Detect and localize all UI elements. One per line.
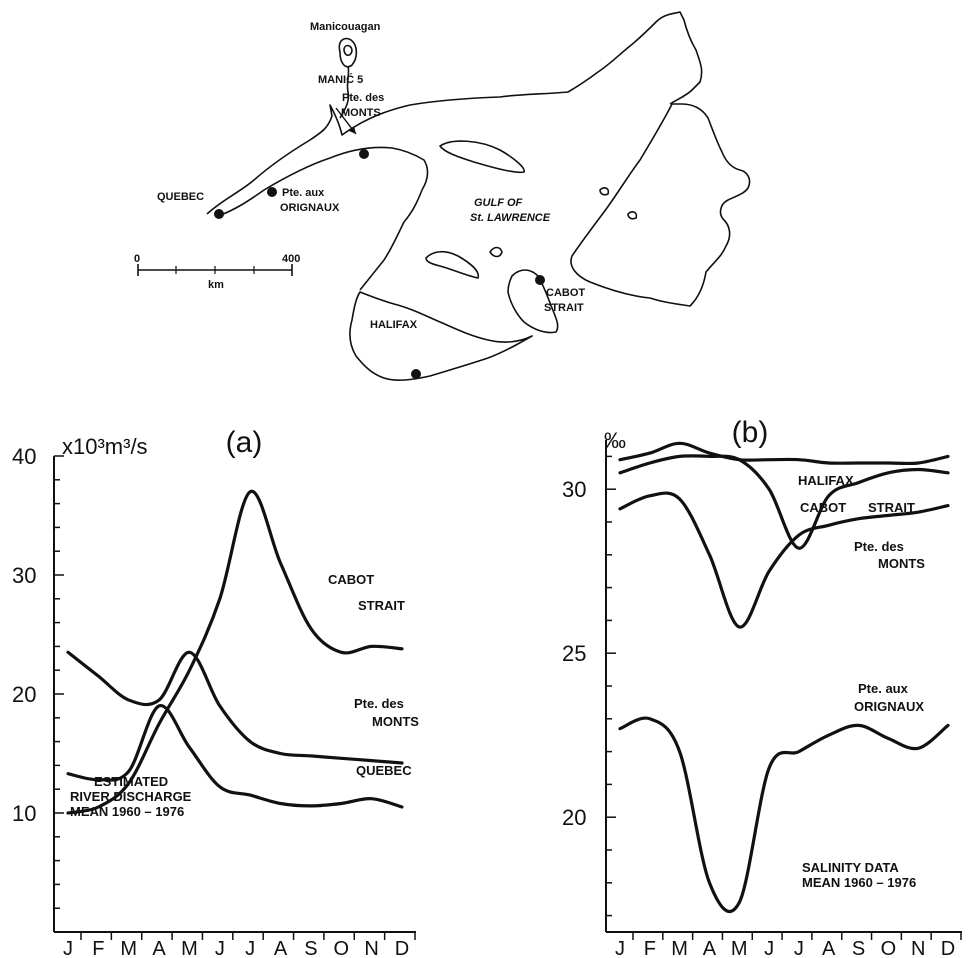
month-label: O xyxy=(333,938,349,958)
pei xyxy=(425,250,480,279)
month-label: A xyxy=(703,938,717,958)
panel-title: (a) xyxy=(226,426,263,459)
series-label-cabot-strait: CABOT xyxy=(800,500,846,515)
month-label: D xyxy=(395,938,409,958)
scale-bar: 0 400 km xyxy=(134,253,300,291)
station-quebec xyxy=(214,209,224,219)
month-label: M xyxy=(120,938,137,958)
series-label-cabot-strait: STRAIT xyxy=(358,598,405,613)
scale-end: 400 xyxy=(282,253,300,265)
series-label-pte-aux-orignaux: Pte. aux xyxy=(858,681,909,696)
label-gulf-2: St. LAWRENCE xyxy=(470,212,551,224)
manicouagan-island xyxy=(343,44,353,57)
month-label: S xyxy=(852,938,865,958)
series-line-cabot-strait xyxy=(618,454,950,550)
annotation-line: ESTIMATED xyxy=(94,774,168,789)
unit-label: ‰ xyxy=(604,428,626,453)
annotation-line: SALINITY DATA xyxy=(802,860,899,875)
series-label-pte-des-monts: MONTS xyxy=(878,556,925,571)
month-label: F xyxy=(644,938,656,958)
station-halifax xyxy=(411,369,421,379)
series-line-halifax xyxy=(618,441,950,466)
scale-start: 0 xyxy=(134,253,140,265)
month-label: F xyxy=(92,938,104,958)
y-tick-label: 20 xyxy=(12,682,36,707)
small-island-2 xyxy=(627,211,638,220)
label-cabot-1: CABOT xyxy=(546,287,585,299)
series-label-quebec: QUEBEC xyxy=(356,763,412,778)
gulf-map: Manicouagan MANIĆ 5 Pte. des MONTS QUEBE… xyxy=(134,11,751,381)
station-pte-aux-orignaux xyxy=(267,187,277,197)
annotation-line: MEAN 1960 – 1976 xyxy=(70,804,184,819)
anticosti-island xyxy=(439,140,525,174)
annotation-line: RIVER DISCHARGE xyxy=(70,789,192,804)
series-line-cabot-strait xyxy=(66,490,404,815)
north-shore xyxy=(206,11,703,215)
label-manicouagan: Manicouagan xyxy=(310,21,381,33)
label-pte-des-monts-1: Pte. des xyxy=(342,92,384,104)
panel-title: (b) xyxy=(732,416,769,449)
south-shore xyxy=(217,146,429,291)
y-tick-label: 30 xyxy=(562,477,586,502)
month-label: J xyxy=(794,938,804,958)
month-label: M xyxy=(181,938,198,958)
newfoundland xyxy=(570,103,751,307)
station-pte-des-monts xyxy=(359,149,369,159)
series-label-cabot-strait: STRAIT xyxy=(868,500,915,515)
series-line-pte-des-monts xyxy=(66,650,404,765)
y-tick-label: 20 xyxy=(562,805,586,830)
label-gulf-1: GULF OF xyxy=(474,197,523,209)
month-label: A xyxy=(822,938,836,958)
month-label: M xyxy=(671,938,688,958)
label-manic5: MANIĆ 5 xyxy=(318,73,363,86)
y-tick-label: 30 xyxy=(12,563,36,588)
month-label: J xyxy=(215,938,225,958)
pte-des-monts-arrowhead xyxy=(349,126,356,134)
unit-label: x10³m³/s xyxy=(62,434,148,459)
month-label: J xyxy=(764,938,774,958)
annotation-line: MEAN 1960 – 1976 xyxy=(802,875,916,890)
month-label: J xyxy=(615,938,625,958)
label-halifax: HALIFAX xyxy=(370,319,418,331)
label-pte-aux-1: Pte. aux xyxy=(282,187,325,199)
series-label-halifax: HALIFAX xyxy=(798,473,854,488)
station-cabot-strait xyxy=(535,275,545,285)
month-label: D xyxy=(941,938,955,958)
series-label-pte-des-monts: MONTS xyxy=(372,714,419,729)
manicouagan-river xyxy=(339,65,350,119)
month-label: O xyxy=(881,938,897,958)
month-label: S xyxy=(304,938,317,958)
series-line-quebec xyxy=(66,704,404,809)
y-tick-label: 40 xyxy=(12,444,36,469)
scale-unit: km xyxy=(208,279,224,291)
label-cabot-2: STRAIT xyxy=(544,302,584,314)
label-pte-aux-2: ORIGNAUX xyxy=(280,202,340,214)
month-label: A xyxy=(152,938,166,958)
manicouagan-reservoir xyxy=(338,37,358,68)
month-label: A xyxy=(274,938,288,958)
nova-scotia xyxy=(349,291,533,381)
month-label: M xyxy=(731,938,748,958)
series-label-pte-des-monts: Pte. des xyxy=(354,696,404,711)
label-pte-des-monts-2: MONTS xyxy=(341,107,381,119)
label-quebec: QUEBEC xyxy=(157,191,204,203)
month-label: N xyxy=(364,938,378,958)
series-label-pte-aux-orignaux: ORIGNAUX xyxy=(854,699,924,714)
y-tick-label: 25 xyxy=(562,641,586,666)
month-label: J xyxy=(63,938,73,958)
series-line-pte-aux-orignaux xyxy=(618,716,950,914)
month-label: J xyxy=(245,938,255,958)
small-island-1 xyxy=(599,187,610,196)
series-label-pte-des-monts: Pte. des xyxy=(854,539,904,554)
series-label-cabot-strait: CABOT xyxy=(328,572,374,587)
y-tick-label: 10 xyxy=(12,801,36,826)
month-label: N xyxy=(911,938,925,958)
series-line-pte-des-monts xyxy=(618,491,950,629)
magdalen-islands xyxy=(489,246,503,258)
